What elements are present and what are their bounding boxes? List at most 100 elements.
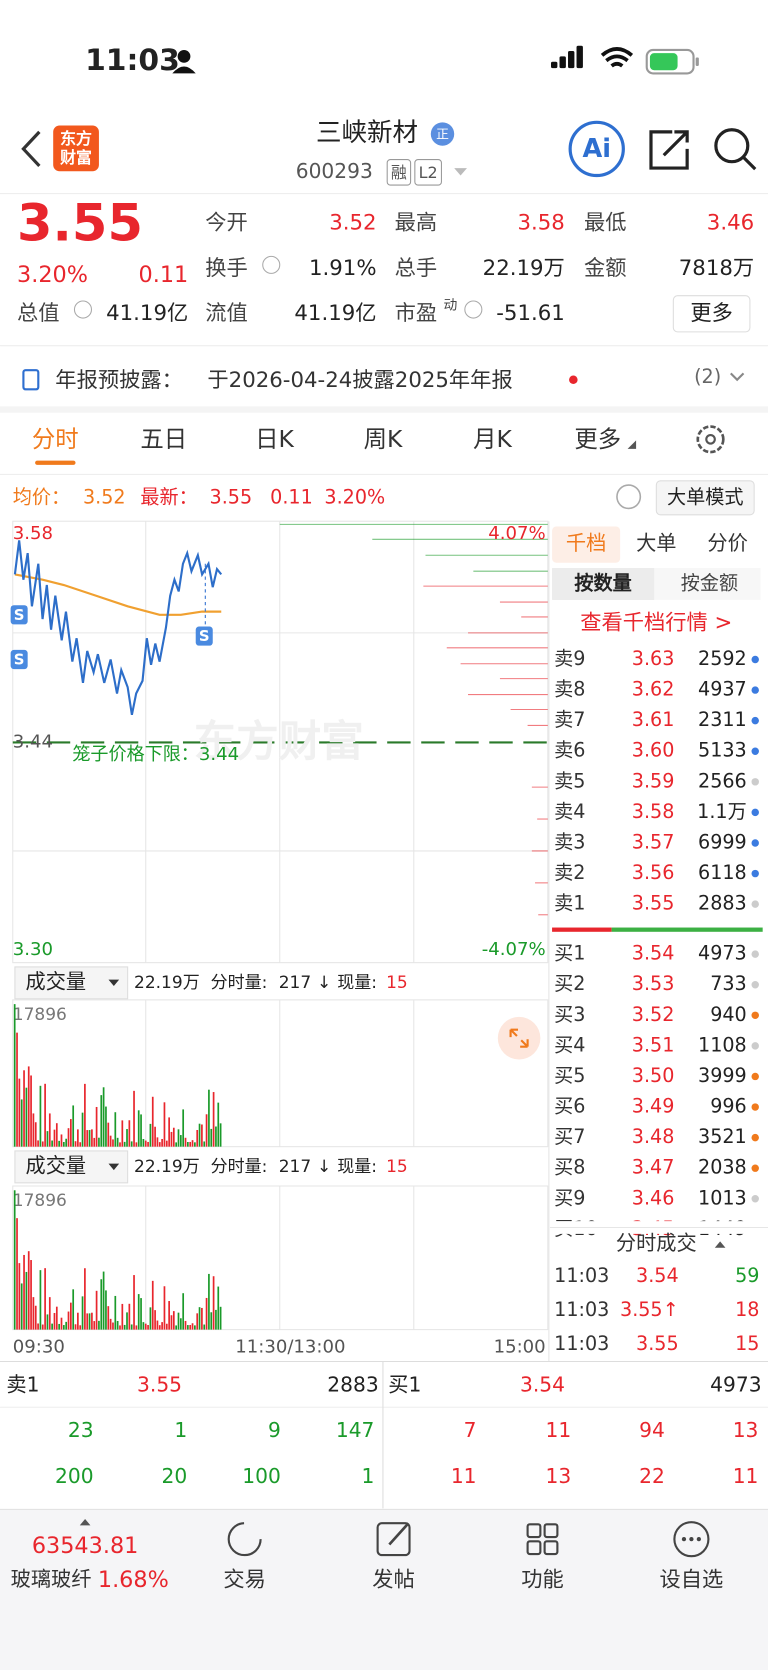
book-volume: 4973 bbox=[698, 942, 747, 965]
volume-bar bbox=[114, 1295, 117, 1330]
volume-bar bbox=[67, 1128, 70, 1147]
volume-bar bbox=[130, 1141, 133, 1147]
queue-order: 1 bbox=[174, 1418, 187, 1442]
nav-item[interactable]: 设自选 bbox=[660, 1568, 724, 1593]
volume-bar bbox=[154, 1310, 156, 1330]
volume-bar bbox=[77, 1312, 79, 1330]
nav-item[interactable]: 发帖 bbox=[372, 1568, 415, 1593]
mode-button[interactable] bbox=[655, 480, 755, 516]
trade-price: 3.55↑ bbox=[620, 1298, 679, 1321]
marker-text: S bbox=[14, 651, 25, 669]
trade-volume: 59 bbox=[735, 1264, 759, 1287]
signal-bar bbox=[576, 45, 583, 69]
book-price: 3.57 bbox=[632, 830, 675, 853]
tab[interactable]: 分时 bbox=[32, 425, 79, 453]
volume-bar bbox=[51, 1323, 53, 1330]
book-volume: 940 bbox=[710, 1003, 747, 1026]
nav-item[interactable]: 交易 bbox=[223, 1568, 266, 1593]
field-value: 1.91% bbox=[309, 256, 377, 281]
volume-bar bbox=[137, 1294, 140, 1330]
volume-bar bbox=[105, 1290, 107, 1330]
info-icon[interactable] bbox=[262, 255, 281, 274]
volume-bar bbox=[154, 1126, 156, 1147]
cage-label: 笼子价格下限：3.44 bbox=[72, 744, 239, 765]
book-dot bbox=[751, 950, 759, 958]
volume-bar bbox=[203, 1141, 206, 1147]
queue-volume: 2883 bbox=[327, 1372, 378, 1396]
settings-icon[interactable] bbox=[696, 425, 725, 454]
dropdown bbox=[108, 979, 120, 987]
volume-bar bbox=[95, 1106, 98, 1147]
volume-select[interactable] bbox=[14, 1150, 129, 1184]
volume-select[interactable] bbox=[14, 966, 129, 1000]
expand-button[interactable] bbox=[497, 1016, 541, 1060]
subtab[interactable]: 按金额 bbox=[681, 571, 738, 594]
book-price: 3.50 bbox=[632, 1064, 675, 1087]
volume-bar bbox=[37, 1140, 39, 1147]
subtab[interactable]: 按数量 bbox=[574, 571, 631, 594]
logo-text: 东方 bbox=[60, 129, 92, 148]
tag-box bbox=[386, 159, 412, 186]
volume-bar bbox=[198, 1307, 201, 1330]
volume-bar bbox=[27, 1066, 30, 1147]
volume-bar bbox=[149, 1123, 152, 1147]
book-tab[interactable]: 大单 bbox=[636, 531, 676, 555]
dropdown[interactable] bbox=[454, 168, 467, 176]
volume-bar bbox=[212, 1276, 215, 1330]
nav-icon bbox=[681, 1537, 687, 1542]
volume-bar bbox=[48, 1113, 51, 1147]
share-icon[interactable] bbox=[649, 130, 689, 170]
book-volume: 2038 bbox=[698, 1156, 747, 1179]
volume-bar bbox=[91, 1129, 93, 1147]
volume-bar bbox=[144, 1140, 147, 1147]
book-tab[interactable]: 分价 bbox=[707, 531, 747, 555]
volume-bar bbox=[121, 1303, 124, 1330]
volume-bar bbox=[53, 1312, 56, 1330]
search-icon[interactable] bbox=[714, 128, 750, 164]
ai-button[interactable] bbox=[568, 120, 625, 178]
tab[interactable]: 五日 bbox=[140, 425, 187, 453]
book-price: 3.48 bbox=[632, 1125, 675, 1148]
queue-order: 11 bbox=[733, 1464, 759, 1488]
trade-time: 11:03 bbox=[554, 1264, 609, 1287]
help-icon[interactable] bbox=[616, 484, 642, 510]
queue-order: 94 bbox=[639, 1418, 665, 1442]
volume-bar bbox=[32, 1113, 35, 1147]
info-icon[interactable] bbox=[73, 300, 93, 319]
volume-bar bbox=[86, 1130, 89, 1147]
book-dot bbox=[751, 839, 759, 847]
tab[interactable]: 周K bbox=[364, 425, 403, 453]
volume-bar bbox=[114, 1112, 117, 1147]
volume-bar bbox=[142, 1322, 145, 1330]
volume-bar bbox=[163, 1102, 166, 1147]
logo[interactable] bbox=[53, 125, 99, 172]
index-value[interactable]: 63543.81 bbox=[32, 1533, 139, 1559]
volume-bar bbox=[184, 1320, 187, 1330]
book-label: 买1 bbox=[554, 942, 585, 965]
book-tab[interactable]: 千档 bbox=[566, 531, 606, 555]
volume-bar bbox=[51, 1140, 53, 1147]
back-button[interactable] bbox=[21, 130, 41, 168]
volume-bar bbox=[177, 1129, 180, 1147]
nav-item[interactable]: 功能 bbox=[521, 1568, 564, 1593]
volume-bar bbox=[62, 1141, 65, 1147]
volume-bar bbox=[98, 1137, 100, 1147]
chevron[interactable] bbox=[730, 372, 745, 382]
queue-order: 13 bbox=[733, 1418, 759, 1442]
volume-bar bbox=[93, 1321, 96, 1330]
volume-bar bbox=[81, 1112, 84, 1147]
volume-bar bbox=[135, 1142, 138, 1147]
info-icon[interactable] bbox=[464, 300, 483, 319]
book-volume: 2311 bbox=[698, 708, 747, 731]
book-label: 买6 bbox=[554, 1095, 585, 1118]
book-link[interactable]: 查看千档行情 > bbox=[580, 610, 732, 635]
more-button[interactable] bbox=[672, 295, 751, 333]
queue-price: 3.55 bbox=[137, 1372, 182, 1396]
ai-label: Ai bbox=[582, 134, 611, 164]
queue-order: 147 bbox=[336, 1418, 375, 1442]
tab[interactable]: 月K bbox=[473, 425, 512, 453]
tab[interactable]: 日K bbox=[255, 425, 294, 453]
notice-count: (2) bbox=[694, 365, 721, 388]
last-value: 3.55 bbox=[210, 485, 253, 508]
tab[interactable]: 更多 bbox=[574, 425, 621, 453]
